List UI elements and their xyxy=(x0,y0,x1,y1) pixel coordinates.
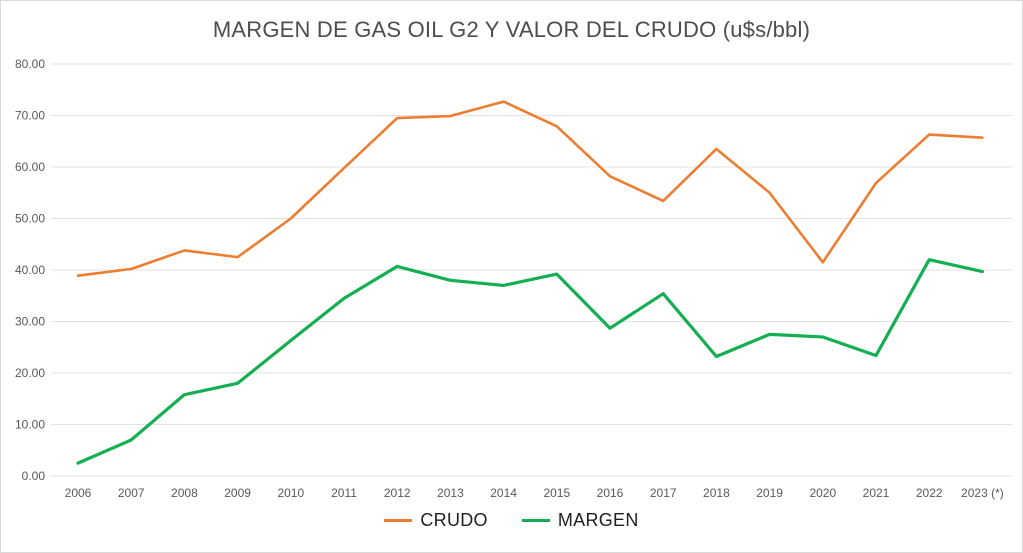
x-axis-tick-label: 2006 xyxy=(65,486,92,500)
legend-label-crudo: CRUDO xyxy=(420,510,488,530)
x-axis-tick-label: 2011 xyxy=(331,486,357,500)
x-axis-tick-label: 2015 xyxy=(543,486,570,500)
y-axis-tick-label: 40.00 xyxy=(15,263,45,277)
legend-label-margen: MARGEN xyxy=(557,510,639,530)
legend-marker-crudo-icon xyxy=(384,519,413,522)
x-axis-tick-label: 2014 xyxy=(490,486,517,500)
y-axis-tick-label: 30.00 xyxy=(15,315,45,329)
x-axis-tick-label: 2010 xyxy=(277,486,304,500)
legend-marker-margen-icon xyxy=(521,519,550,522)
y-axis-tick-label: 60.00 xyxy=(15,160,45,174)
y-axis-tick-label: 70.00 xyxy=(15,109,45,123)
y-axis-tick-label: 0.00 xyxy=(22,469,46,483)
x-axis-tick-label: 2021 xyxy=(863,486,890,500)
x-axis-tick-label: 2023 (*) xyxy=(961,486,1004,500)
series-line-crudo xyxy=(76,100,984,277)
y-axis-tick-label: 20.00 xyxy=(15,366,45,380)
x-axis-tick-label: 2012 xyxy=(384,486,411,500)
legend-item-crudo: CRUDO xyxy=(384,510,488,531)
series-line-margen xyxy=(76,258,985,465)
x-axis-tick-label: 2007 xyxy=(118,486,145,500)
x-axis-tick-label: 2018 xyxy=(703,486,730,500)
x-axis-tick-label: 2016 xyxy=(597,486,624,500)
y-axis-tick-label: 50.00 xyxy=(15,212,45,226)
x-axis-tick-label: 2019 xyxy=(756,486,783,500)
legend: CRUDO MARGEN xyxy=(1,510,1022,531)
x-axis-tick-label: 2017 xyxy=(650,486,677,500)
legend-item-margen: MARGEN xyxy=(521,510,639,531)
x-axis-tick-label: 2008 xyxy=(171,486,198,500)
x-axis-tick-label: 2013 xyxy=(437,486,464,500)
x-axis-tick-label: 2020 xyxy=(809,486,836,500)
x-axis-tick-label: 2022 xyxy=(916,486,943,500)
x-axis-tick-label: 2009 xyxy=(224,486,251,500)
y-axis-tick-label: 10.00 xyxy=(15,418,45,432)
y-axis-tick-label: 80.00 xyxy=(15,57,45,71)
chart-title: MARGEN DE GAS OIL G2 Y VALOR DEL CRUDO (… xyxy=(212,17,811,42)
